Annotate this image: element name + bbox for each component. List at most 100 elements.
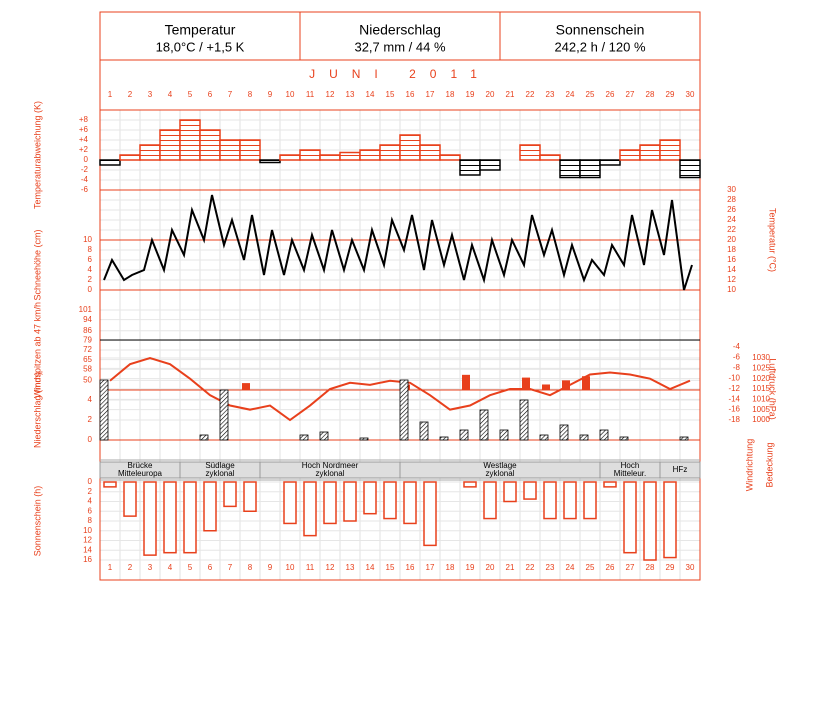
axis-label: Niederschlag (mm) <box>32 372 42 448</box>
precipitation-bar <box>519 399 529 441</box>
anomaly-bar <box>259 159 281 164</box>
weather-type-label: Hoch <box>621 461 640 470</box>
anomaly-bar <box>419 144 441 161</box>
y-tick-label: 26 <box>727 205 736 214</box>
precipitation-bar <box>539 434 549 441</box>
weather-type-label: Südlage <box>205 461 235 470</box>
weather-type-label: Hoch Nordmeer <box>302 461 359 470</box>
y-tick-label: 20 <box>727 235 736 244</box>
weather-type-label: Mitteleur. <box>614 469 646 478</box>
y2-tick-label: -8 <box>733 363 741 372</box>
day-label: 25 <box>586 563 595 572</box>
day-label: 20 <box>486 90 495 99</box>
anomaly-bar <box>539 154 561 161</box>
axis-label: Windrichtung <box>744 439 754 492</box>
day-label: 22 <box>526 563 535 572</box>
precipitation-bar <box>599 429 609 441</box>
y-tick-label: 28 <box>727 195 736 204</box>
weather-type-label: HFz <box>673 465 688 474</box>
sunshine-bar <box>183 481 197 554</box>
y-tick-label: 65 <box>83 355 92 364</box>
sunshine-bar <box>203 481 217 532</box>
day-label: 24 <box>566 90 575 99</box>
anomaly-bar <box>119 154 141 161</box>
day-label: 7 <box>228 563 233 572</box>
y-tick-label: 94 <box>83 315 92 324</box>
day-label: 26 <box>606 563 615 572</box>
sunshine-bar <box>483 481 497 520</box>
sunshine-bar <box>623 481 637 554</box>
y-tick-label: 1010 <box>752 394 770 403</box>
y-tick-label: 12 <box>727 275 736 284</box>
y-tick-label: 101 <box>79 305 93 314</box>
day-label: 14 <box>366 563 375 572</box>
sunshine-bar <box>243 481 257 512</box>
y2-tick-label: 4 <box>88 265 93 274</box>
wind-bar <box>562 380 570 390</box>
precipitation-bar <box>479 409 489 441</box>
weather-type-label: Mitteleuropa <box>118 469 163 478</box>
weather-type-label: zyklonal <box>206 469 235 478</box>
day-label: 19 <box>466 90 475 99</box>
weather-type-label: zyklonal <box>316 469 345 478</box>
sunshine-bar <box>563 481 577 520</box>
anomaly-bar <box>619 149 641 161</box>
anomaly-bar <box>459 159 481 176</box>
header-title: Niederschlag <box>359 22 441 38</box>
y2-tick-label: -12 <box>728 384 740 393</box>
axis-label: Temperaturabweichung (K) <box>32 101 42 209</box>
day-label: 23 <box>546 90 555 99</box>
day-label: 23 <box>546 563 555 572</box>
precipitation-bar <box>559 424 569 441</box>
marks: 1122334455667788991010111112121313141415… <box>32 90 777 572</box>
y-tick-label: 86 <box>83 326 92 335</box>
y2-tick-label: 2 <box>88 275 93 284</box>
y-tick-label: +8 <box>79 115 89 124</box>
y-tick-label: 16 <box>727 255 736 264</box>
wind-bar <box>462 374 470 390</box>
precipitation-bar <box>419 421 429 441</box>
sunshine-bar <box>603 481 617 488</box>
precipitation-bar <box>459 429 469 441</box>
sunshine-bar <box>423 481 437 547</box>
day-label: 2 <box>128 90 133 99</box>
day-label: 4 <box>168 563 173 572</box>
day-label: 8 <box>248 563 253 572</box>
frame <box>99 11 701 581</box>
day-label: 17 <box>426 90 435 99</box>
sunshine-bar <box>283 481 297 525</box>
y2-tick-label: -18 <box>728 415 740 424</box>
month-title: JUNI 2011 <box>309 67 491 81</box>
weather-type-label: Westlage <box>483 461 517 470</box>
sunshine-bar <box>403 481 417 525</box>
y2-tick-label: -4 <box>733 342 741 351</box>
sunshine-bar <box>303 481 317 537</box>
y2-tick-label: -10 <box>728 373 740 382</box>
precipitation-bar <box>619 436 629 441</box>
day-label: 3 <box>148 90 153 99</box>
anomaly-bar <box>359 149 381 161</box>
y-tick-label: 22 <box>727 225 736 234</box>
sunshine-bar <box>143 481 157 556</box>
anomaly-bar <box>579 159 601 179</box>
y-tick-label: -4 <box>81 175 89 184</box>
y2-tick-label: -14 <box>728 394 740 403</box>
day-label: 29 <box>666 563 675 572</box>
day-label: 10 <box>286 90 295 99</box>
anomaly-bar <box>299 149 321 161</box>
day-label: 2 <box>128 563 133 572</box>
y-tick-label: 0 <box>88 477 93 486</box>
header-value: 242,2 h / 120 % <box>554 39 646 54</box>
y-tick-label: 0 <box>88 435 93 444</box>
y2-tick-label: -16 <box>728 405 740 414</box>
y-tick-label: 1030 <box>752 353 770 362</box>
y-tick-label: 1005 <box>752 405 770 414</box>
day-label: 27 <box>626 90 635 99</box>
day-label: 15 <box>386 90 395 99</box>
y-tick-label: 50 <box>83 375 92 384</box>
sunshine-bar <box>503 481 517 503</box>
y-tick-label: 18 <box>727 245 736 254</box>
precipitation-bar <box>99 379 109 441</box>
y-tick-label: +4 <box>79 135 89 144</box>
y-tick-label: 10 <box>83 526 92 535</box>
